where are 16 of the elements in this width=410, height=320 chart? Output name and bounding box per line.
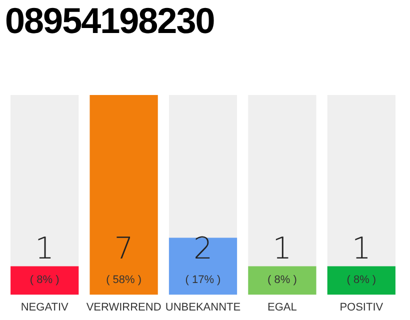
data-label: 1	[352, 232, 371, 267]
data-label: 1	[35, 232, 54, 267]
annotation: ( 8% )	[346, 274, 376, 286]
x-tick-label: EGAL	[268, 301, 297, 314]
data-label: 1	[272, 232, 292, 267]
annotation: ( 8% )	[30, 274, 60, 286]
x-tick-label: POSITIV	[340, 301, 384, 314]
annotation: ( 17% )	[185, 274, 221, 286]
data-label: 2	[193, 232, 213, 267]
x-tick-label: UNBEKANNTE	[165, 301, 241, 314]
x-tick-label: NEGATIV	[20, 301, 69, 314]
annotation: ( 58% )	[106, 274, 142, 286]
data-label: 7	[114, 232, 134, 267]
x-tick-label: VERWIRREND	[86, 301, 162, 314]
chart-title: 08954198230	[5, 0, 214, 42]
annotation: ( 8% )	[268, 274, 297, 286]
